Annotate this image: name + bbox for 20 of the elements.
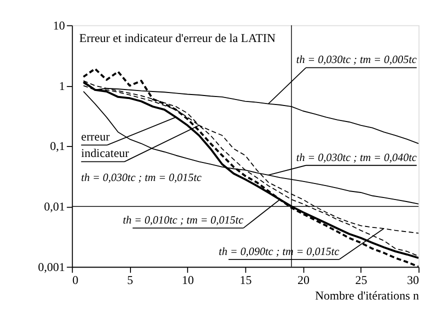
x-axis-title: Nombre d'itérations n [315, 288, 420, 303]
y-tick-label: 0,001 [38, 260, 65, 274]
annotation: indicateur [81, 146, 129, 160]
x-tick-label: 10 [182, 272, 194, 287]
y-tick-label: 1 [59, 78, 66, 93]
chart-title: Erreur et indicateur d'erreur de la LATIN [79, 30, 276, 45]
annotation: th = 0,030tc ; tm = 0,015tc [81, 172, 202, 184]
x-tick-label: 5 [127, 272, 134, 287]
annotation: th = 0,010tc ; tm = 0,015tc [122, 214, 244, 226]
x-tick-label: 25 [355, 272, 368, 287]
x-tick-label: 15 [240, 272, 252, 287]
x-tick-label: 30 [407, 272, 420, 287]
y-tick-label: 10 [53, 18, 66, 32]
y-tick-label: 0,1 [50, 139, 65, 154]
x-tick-label: 20 [297, 272, 310, 287]
y-tick-label: 0,01 [44, 200, 65, 214]
annotation: th = 0,030tc ; tm = 0,005tc [296, 54, 417, 66]
annotation: th = 0,030tc ; tm = 0,040tc [296, 152, 417, 164]
x-tick-label: 0 [72, 272, 78, 287]
annotation: erreur [81, 129, 110, 144]
